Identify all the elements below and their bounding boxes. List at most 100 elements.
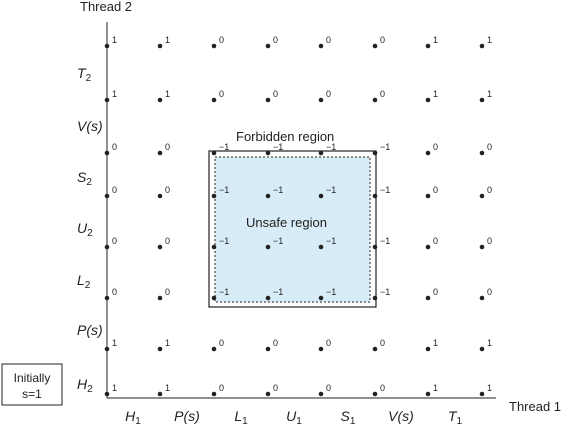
grid-value: 0 [165, 185, 170, 195]
forbidden-region-label: Forbidden region [236, 129, 334, 144]
y-axis-ticks: H2 P(s) L2 U2 S2 V(s) T2 [77, 65, 103, 395]
grid-value: 0 [219, 35, 224, 45]
grid-value: 1 [112, 338, 117, 348]
grid-point [211, 43, 217, 49]
grid-value: −1 [219, 185, 229, 195]
y-tick-label: L2 [77, 272, 91, 291]
grid-point [372, 193, 378, 199]
grid-point [479, 193, 485, 199]
grid-value: 0 [273, 338, 278, 348]
grid-point [265, 244, 271, 250]
grid-value: 0 [487, 185, 492, 195]
grid-value: 0 [487, 287, 492, 297]
y-tick-label: T2 [77, 65, 92, 84]
grid-value: 0 [433, 142, 438, 152]
grid-value: −1 [380, 185, 390, 195]
grid-value: 0 [165, 287, 170, 297]
grid-value: 0 [433, 287, 438, 297]
grid-value: 0 [112, 287, 117, 297]
grid-value: −1 [326, 142, 336, 152]
grid-value: 1 [165, 89, 170, 99]
grid-point [479, 150, 485, 156]
grid-point [318, 193, 324, 199]
forbidden-region: Forbidden region [208, 129, 377, 308]
grid-point [425, 150, 431, 156]
grid-value: 0 [165, 236, 170, 246]
grid-point [104, 97, 110, 103]
x-tick-label: L1 [234, 408, 248, 426]
grid-point [265, 295, 271, 301]
grid-point [157, 295, 163, 301]
grid-value: 1 [112, 89, 117, 99]
grid-value: 1 [487, 89, 492, 99]
grid-value: 0 [380, 89, 385, 99]
grid-value: −1 [273, 142, 283, 152]
grid-value: 0 [112, 142, 117, 152]
y-tick-label: S2 [77, 169, 92, 188]
unsafe-region-label: Unsafe region [246, 215, 327, 230]
grid-point [372, 346, 378, 352]
grid-point [211, 193, 217, 199]
grid-value: −1 [380, 142, 390, 152]
grid-point [157, 244, 163, 250]
grid-value: 0 [165, 142, 170, 152]
grid-point [157, 391, 163, 397]
grid-point [265, 346, 271, 352]
grid-point [318, 43, 324, 49]
grid-value: −1 [326, 236, 336, 246]
grid-point [425, 295, 431, 301]
grid-value: 1 [433, 383, 438, 393]
grid-value: −1 [273, 185, 283, 195]
grid-point [425, 346, 431, 352]
grid-value: 0 [326, 35, 331, 45]
grid-point [104, 295, 110, 301]
y-tick-label: P(s) [77, 322, 103, 338]
grid-value: 1 [165, 35, 170, 45]
grid-value: 0 [380, 35, 385, 45]
x-tick-label: S1 [341, 408, 356, 426]
grid-point [425, 43, 431, 49]
grid-point [479, 43, 485, 49]
grid-point [425, 97, 431, 103]
grid-value: 0 [273, 35, 278, 45]
grid-point [372, 150, 378, 156]
grid-value: 0 [112, 185, 117, 195]
y-tick-label: U2 [77, 220, 93, 239]
grid-value: 0 [219, 338, 224, 348]
grid-value: 1 [433, 338, 438, 348]
grid-point [372, 244, 378, 250]
grid-value: −1 [219, 236, 229, 246]
x-axis-ticks: H1 P(s) L1 U1 S1 V(s) T1 [125, 408, 462, 426]
grid-point [318, 97, 324, 103]
grid-point [425, 244, 431, 250]
grid-value: 0 [326, 383, 331, 393]
grid-point [372, 43, 378, 49]
grid-point [265, 150, 271, 156]
grid-point [479, 97, 485, 103]
grid-point [479, 346, 485, 352]
grid-value: 0 [326, 89, 331, 99]
grid-value: 0 [219, 89, 224, 99]
grid-point [211, 391, 217, 397]
x-tick-label: T1 [448, 408, 463, 426]
grid-value: −1 [380, 287, 390, 297]
initial-state-line1: Initially [14, 371, 51, 385]
x-axis-title: Thread 1 [509, 399, 561, 414]
grid-value: 1 [433, 89, 438, 99]
grid-point [479, 244, 485, 250]
initial-state-note: Initially s=1 [1, 363, 63, 406]
grid-point [157, 346, 163, 352]
forbidden-region-border [208, 150, 377, 308]
grid-point [318, 391, 324, 397]
x-tick-label: H1 [125, 408, 141, 426]
grid-point [265, 97, 271, 103]
x-tick-label: P(s) [174, 408, 200, 424]
grid-points: 1 1 0 0 0 0 1 1 1 1 0 0 0 0 1 1 0 0 −1 −1 −1 −1 0 0 0 0 −1 −1 −1 −1 0 0… [104, 35, 492, 397]
grid-value: 0 [219, 383, 224, 393]
grid-point [318, 244, 324, 250]
grid-point [157, 193, 163, 199]
grid-point [479, 295, 485, 301]
y-axis-title: Thread 2 [80, 0, 132, 14]
grid-point [157, 97, 163, 103]
